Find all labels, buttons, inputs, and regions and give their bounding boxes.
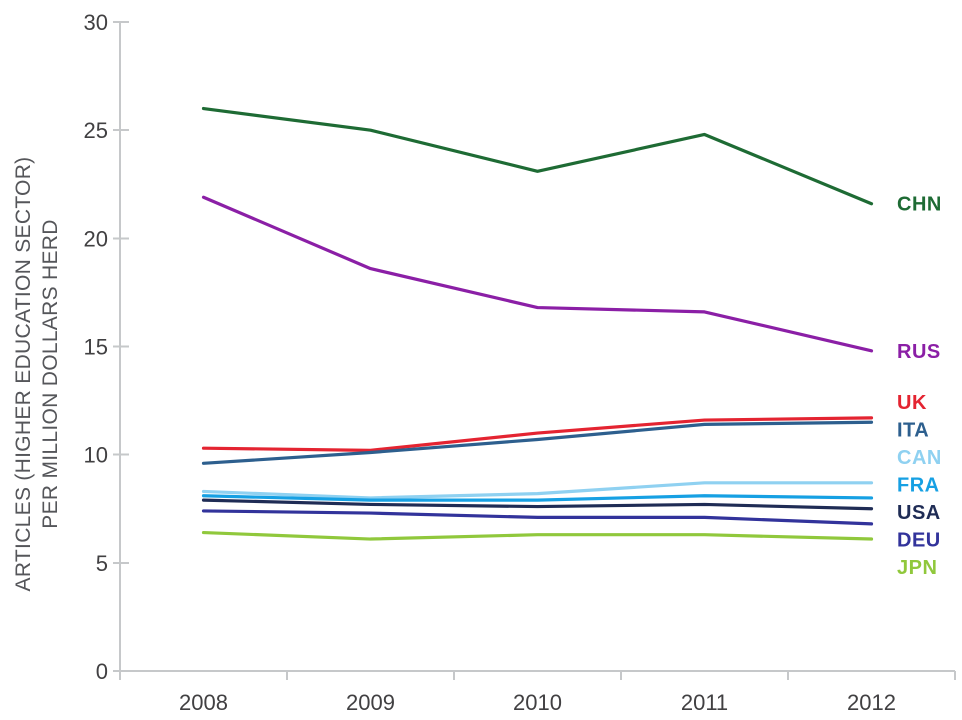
- y-tick-label: 30: [84, 10, 108, 35]
- series-label-CHN: CHN: [897, 194, 942, 216]
- x-tick-label: 2012: [847, 690, 896, 715]
- y-tick-label: 15: [84, 335, 108, 360]
- series-label-DEU: DEU: [897, 530, 941, 552]
- x-tick-label: 2009: [346, 690, 395, 715]
- y-tick-label: 25: [84, 118, 108, 143]
- series-line-CAN: [201, 481, 874, 500]
- series-label-FRA: FRA: [897, 475, 940, 497]
- series-label-RUS: RUS: [897, 341, 941, 363]
- series-label-CAN: CAN: [897, 447, 942, 469]
- x-tick-label: 2011: [681, 690, 728, 715]
- series-line-ITA: [201, 420, 874, 465]
- series-line-JPN: [201, 530, 874, 541]
- series-line-UK: [201, 416, 874, 452]
- series-label-USA: USA: [897, 502, 941, 524]
- series-label-ITA: ITA: [897, 420, 929, 442]
- series-line-CHN: [201, 106, 874, 206]
- y-tick-label: 0: [96, 659, 108, 684]
- series-line-FRA: [201, 494, 874, 502]
- series-label-JPN: JPN: [897, 557, 937, 579]
- series-line-DEU: [201, 509, 874, 526]
- series-label-UK: UK: [897, 392, 927, 414]
- y-tick-label: 10: [84, 443, 108, 468]
- series-line-RUS: [201, 195, 874, 353]
- series-line-USA: [201, 498, 874, 511]
- x-tick-label: 2008: [179, 690, 228, 715]
- x-tick-label: 2010: [513, 690, 562, 715]
- y-tick-label: 5: [96, 551, 108, 576]
- y-tick-label: 20: [84, 226, 108, 251]
